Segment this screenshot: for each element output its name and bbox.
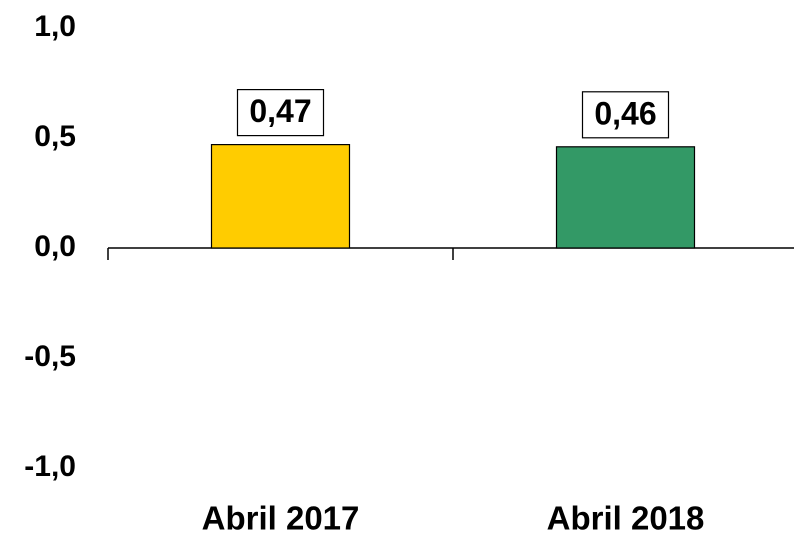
value-label-box — [236, 88, 325, 137]
bar — [210, 144, 351, 249]
value-label-box — [581, 91, 670, 139]
y-tick-label: 0,5 — [34, 120, 76, 153]
bar — [555, 146, 696, 249]
y-tick-label: 1,0 — [34, 10, 76, 43]
value-label: 0,46 — [594, 95, 656, 131]
y-tick-label: 0,0 — [34, 230, 76, 263]
x-tick-label: Abril 2017 — [202, 500, 360, 537]
y-tick-label: -0,5 — [24, 340, 76, 373]
y-tick-label: -1,0 — [24, 450, 76, 483]
x-tick-label: Abril 2018 — [547, 500, 705, 537]
value-label: 0,47 — [249, 93, 311, 129]
